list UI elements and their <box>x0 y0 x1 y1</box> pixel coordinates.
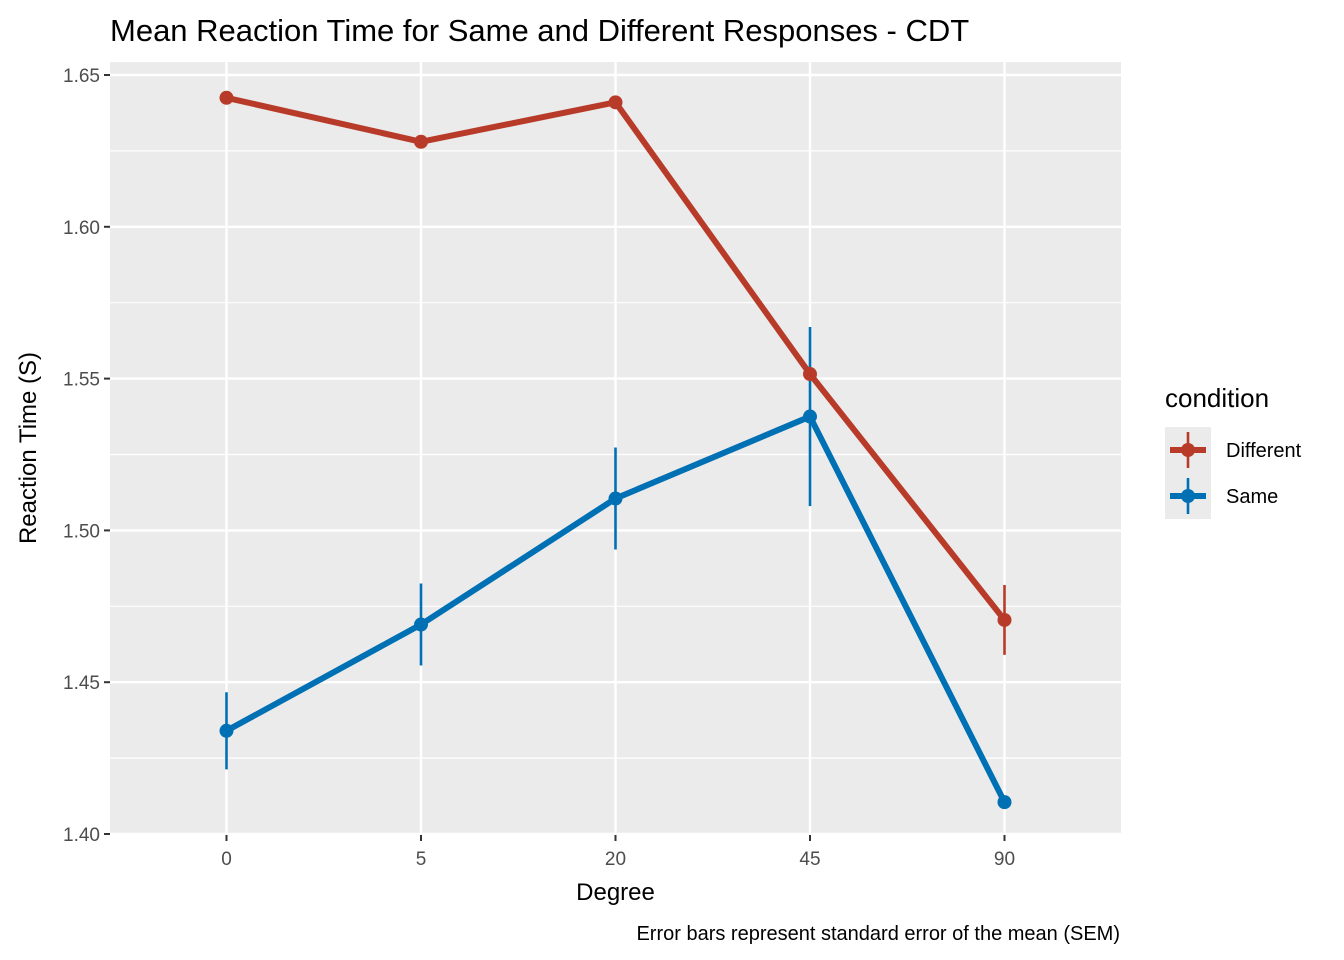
x-tick-label: 5 <box>416 849 427 870</box>
data-point-same <box>608 491 623 506</box>
x-tick-label: 90 <box>994 849 1015 870</box>
data-point-different <box>219 90 234 105</box>
chart-title: Mean Reaction Time for Same and Differen… <box>110 13 969 48</box>
legend-key-point-same <box>1181 489 1195 503</box>
x-tick-label: 20 <box>605 849 626 870</box>
legend-title: condition <box>1165 383 1269 413</box>
data-point-different <box>803 367 817 382</box>
y-tick-label: 1.55 <box>63 370 100 391</box>
y-axis-title: Reaction Time (S) <box>15 352 42 544</box>
series-points <box>219 90 1012 810</box>
x-axis-title: Degree <box>576 879 655 906</box>
chart-caption: Error bars represent standard error of t… <box>636 923 1120 945</box>
x-tick-label: 45 <box>799 849 820 870</box>
data-point-different <box>608 95 623 110</box>
x-tick-label: 0 <box>221 849 232 870</box>
y-tick-label: 1.65 <box>63 66 100 87</box>
data-point-same <box>414 617 428 632</box>
x-axis-ticks: 0 5 20 45 90 <box>221 835 1015 870</box>
data-point-different <box>414 134 428 149</box>
y-tick-label: 1.50 <box>63 521 100 542</box>
y-tick-label: 1.40 <box>63 825 100 846</box>
data-point-same <box>803 409 817 424</box>
y-axis-ticks: 1.40 1.45 1.50 1.55 1.60 1.65 <box>63 66 110 846</box>
y-tick-label: 1.45 <box>63 673 100 694</box>
data-point-same <box>219 723 234 738</box>
legend-label-different: Different <box>1226 440 1302 462</box>
data-point-same <box>997 795 1012 810</box>
y-tick-label: 1.60 <box>63 218 100 239</box>
legend-label-same: Same <box>1226 486 1278 508</box>
legend-key-point-different <box>1181 443 1195 457</box>
data-point-different <box>997 612 1012 627</box>
legend: condition Different Same <box>1165 383 1302 519</box>
